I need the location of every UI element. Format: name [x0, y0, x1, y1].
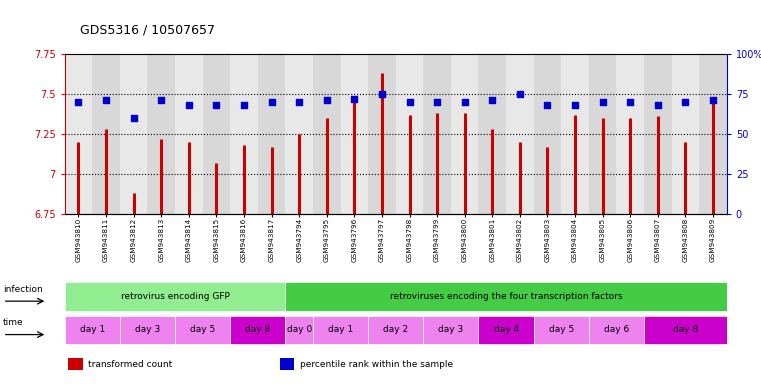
- Bar: [65, 282, 285, 311]
- Bar: [120, 316, 175, 344]
- Bar: [313, 54, 340, 214]
- Text: day 6: day 6: [603, 325, 629, 334]
- Point: [431, 99, 443, 105]
- Point: [486, 97, 498, 103]
- Point: [376, 91, 388, 97]
- Bar: [285, 316, 313, 344]
- Point: [72, 99, 84, 105]
- Text: day 1: day 1: [328, 325, 353, 334]
- Bar: [285, 54, 313, 214]
- Bar: [451, 54, 479, 214]
- Text: day 3: day 3: [438, 325, 463, 334]
- Bar: [644, 54, 671, 214]
- Bar: [148, 54, 175, 214]
- Bar: [368, 316, 423, 344]
- Bar: [396, 54, 423, 214]
- Bar: [230, 316, 285, 344]
- Bar: [202, 54, 230, 214]
- Point: [624, 99, 636, 105]
- Bar: [616, 54, 644, 214]
- Text: day 5: day 5: [190, 325, 215, 334]
- Bar: [533, 316, 589, 344]
- Text: day 1: day 1: [80, 325, 105, 334]
- Text: day 0: day 0: [287, 325, 312, 334]
- Point: [349, 96, 361, 102]
- Text: day 2: day 2: [383, 325, 409, 334]
- Point: [293, 99, 305, 105]
- Bar: [368, 54, 396, 214]
- Point: [680, 99, 692, 105]
- Bar: [92, 54, 120, 214]
- Text: GDS5316 / 10507657: GDS5316 / 10507657: [80, 24, 215, 37]
- Point: [155, 97, 167, 103]
- Bar: [120, 54, 148, 214]
- Text: day 5: day 5: [549, 325, 574, 334]
- Bar: [423, 54, 451, 214]
- Text: day 8: day 8: [245, 325, 270, 334]
- Point: [541, 102, 553, 108]
- Bar: [230, 54, 258, 214]
- Point: [597, 99, 609, 105]
- Bar: [313, 316, 368, 344]
- Bar: [589, 316, 644, 344]
- Point: [266, 99, 278, 105]
- Bar: [68, 358, 82, 370]
- Bar: [699, 54, 727, 214]
- Point: [569, 102, 581, 108]
- Text: day 8: day 8: [673, 325, 698, 334]
- Text: transformed count: transformed count: [88, 360, 172, 369]
- Text: percentile rank within the sample: percentile rank within the sample: [300, 360, 453, 369]
- Point: [707, 97, 719, 103]
- Point: [238, 102, 250, 108]
- Point: [459, 99, 471, 105]
- Bar: [175, 316, 230, 344]
- Bar: [506, 54, 533, 214]
- Bar: [280, 358, 295, 370]
- Bar: [285, 282, 727, 311]
- Point: [403, 99, 416, 105]
- Bar: [644, 316, 727, 344]
- Bar: [65, 54, 92, 214]
- Point: [210, 102, 222, 108]
- Point: [183, 102, 195, 108]
- Bar: [589, 54, 616, 214]
- Bar: [341, 54, 368, 214]
- Bar: [479, 54, 506, 214]
- Point: [651, 102, 664, 108]
- Text: day 4: day 4: [493, 325, 519, 334]
- Bar: [258, 54, 285, 214]
- Text: retrovirus encoding GFP: retrovirus encoding GFP: [120, 292, 230, 301]
- Bar: [175, 54, 202, 214]
- Text: retroviruses encoding the four transcription factors: retroviruses encoding the four transcrip…: [390, 292, 622, 301]
- Point: [514, 91, 526, 97]
- Text: infection: infection: [3, 285, 43, 294]
- Bar: [671, 54, 699, 214]
- Text: day 3: day 3: [135, 325, 160, 334]
- Text: time: time: [3, 318, 24, 328]
- Point: [100, 97, 112, 103]
- Bar: [533, 54, 561, 214]
- Bar: [65, 316, 119, 344]
- Bar: [479, 316, 533, 344]
- Point: [320, 97, 333, 103]
- Bar: [561, 54, 589, 214]
- Bar: [423, 316, 479, 344]
- Point: [128, 115, 140, 121]
